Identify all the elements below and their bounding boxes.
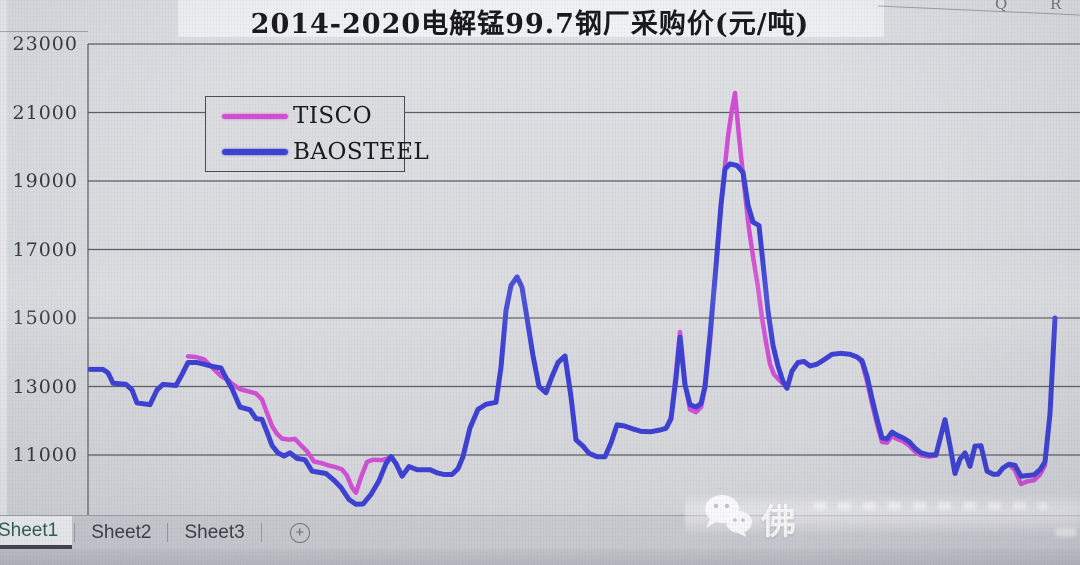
tab-separator [167, 523, 169, 542]
tab-separator [260, 523, 262, 542]
baosteel-line-swatch [222, 149, 288, 155]
column-header-r: R [1050, 0, 1062, 13]
legend-entry-tisco: TISCO [206, 99, 404, 133]
screen-edge-glare [0, 0, 7, 565]
y-tick-label-11000: 11000 [12, 444, 78, 466]
add-sheet-button[interactable]: + [289, 522, 310, 543]
chart-title: 2014-2020电解锰99.7钢厂采购价(元/吨) [250, 9, 810, 40]
column-header-q: Q [995, 0, 1008, 13]
sheet-tab-sheet2[interactable]: Sheet2 [91, 521, 152, 543]
baosteel-price-line [87, 161, 1058, 507]
legend-entry-baosteel: BAOSTEEL [206, 135, 429, 169]
status-bar-area [0, 548, 1080, 565]
y-tick-label-23000: 23000 [12, 33, 78, 55]
sheet-tab-bar: Sheet1 Sheet2 Sheet3 + [0, 515, 1080, 549]
legend-label-baosteel: BAOSTEEL [293, 139, 430, 165]
y-tick-label-13000: 13000 [12, 375, 78, 398]
y-tick-label-21000: 21000 [12, 101, 78, 124]
tab-separator [74, 523, 76, 542]
chart-title-band [178, 0, 884, 37]
y-tick-label-19000: 19000 [12, 170, 78, 192]
legend-label-tisco: TISCO [293, 103, 373, 129]
chart-legend: TISCO BAOSTEEL [205, 96, 429, 172]
tisco-line-swatch [222, 113, 288, 119]
y-tick-label-17000: 17000 [12, 238, 78, 261]
sheet-tab-sheet3[interactable]: Sheet3 [184, 521, 245, 543]
sheet-tab-sheet1[interactable]: Sheet1 [0, 516, 73, 549]
excel-row-divider [0, 31, 88, 32]
header-boundary-line [878, 5, 1080, 16]
y-tick-label-15000: 15000 [12, 307, 78, 329]
excel-column-headers: Q R [870, 0, 1080, 14]
